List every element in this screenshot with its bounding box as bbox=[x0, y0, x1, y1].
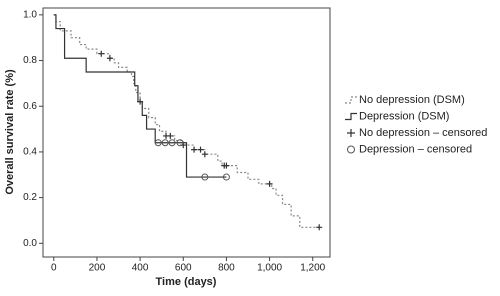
x-tick-label: 400 bbox=[132, 263, 149, 274]
censor-marker bbox=[176, 139, 184, 147]
plot-frame bbox=[42, 7, 331, 258]
y-tick-label: 1.0 bbox=[23, 9, 37, 20]
censor-marker bbox=[168, 139, 176, 147]
x-tick-label: 200 bbox=[89, 263, 106, 274]
censor-marker bbox=[191, 146, 198, 153]
x-tick-label: 1,000 bbox=[257, 263, 282, 274]
censor-marker bbox=[98, 50, 105, 57]
y-tick-label: 0.6 bbox=[23, 101, 37, 112]
legend-symbol bbox=[347, 129, 355, 137]
y-tick-label: 0.0 bbox=[23, 238, 37, 249]
legend-label: No depression (DSM) bbox=[359, 94, 465, 106]
survival-curve bbox=[53, 14, 227, 178]
x-tick-label: 800 bbox=[218, 263, 235, 274]
y-tick-label: 0.8 bbox=[23, 55, 37, 66]
legend-symbol bbox=[345, 112, 357, 121]
censor-marker bbox=[106, 55, 113, 62]
legend-label: No depression – censored bbox=[359, 127, 487, 139]
y-tick-label: 0.2 bbox=[23, 192, 37, 203]
censor-marker bbox=[223, 162, 230, 169]
censor-marker bbox=[201, 173, 209, 181]
legend-label: Depression – censored bbox=[359, 143, 472, 155]
censor-marker bbox=[316, 224, 323, 231]
survival-curve bbox=[53, 14, 320, 228]
censor-marker bbox=[222, 173, 230, 181]
x-tick-label: 1,200 bbox=[300, 263, 325, 274]
censor-marker bbox=[197, 146, 204, 153]
censor-marker bbox=[161, 139, 169, 147]
censor-marker bbox=[137, 98, 144, 105]
censor-marker bbox=[201, 151, 208, 158]
legend-label: Depression (DSM) bbox=[359, 110, 449, 122]
censor-marker bbox=[167, 132, 174, 139]
legend-symbol bbox=[345, 96, 357, 104]
censor-marker bbox=[266, 180, 273, 187]
censor-marker bbox=[154, 139, 162, 147]
legend-symbol bbox=[347, 145, 355, 154]
x-tick-label: 0 bbox=[51, 263, 57, 274]
y-tick-label: 0.4 bbox=[23, 147, 37, 158]
x-axis-label: Time (days) bbox=[156, 276, 217, 288]
x-tick-label: 600 bbox=[175, 263, 192, 274]
y-axis-label: Overall survival rate (%) bbox=[4, 69, 16, 195]
